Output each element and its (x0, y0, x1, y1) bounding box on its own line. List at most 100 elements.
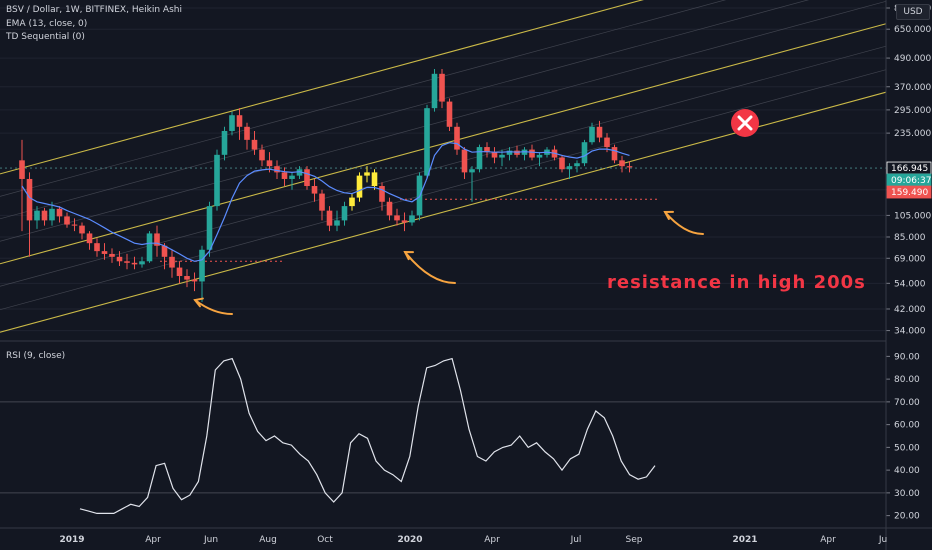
candle-body (19, 160, 25, 179)
price-tick-label: 69.000 (894, 254, 926, 264)
time-tick-label: 2020 (397, 535, 422, 545)
candle-body (304, 169, 310, 187)
ema-legend[interactable]: EMA (13, close, 0) (6, 19, 88, 29)
time-tick-label: Ju (878, 535, 887, 545)
time-tick-label: Sep (626, 535, 643, 545)
candle-body (401, 220, 408, 223)
candle-body (446, 101, 453, 127)
candle-body (139, 261, 145, 265)
rsi-axis[interactable]: 20.00 30.00 40.00 50.00 60.00 70.00 80.00 90.00 (886, 352, 920, 522)
rsi-tick-label: 50.00 (894, 443, 920, 453)
candle-body (79, 225, 85, 234)
price-tick-label: 85.000 (894, 233, 926, 243)
candle-body (289, 175, 295, 179)
price-tick-label: 105.000 (894, 211, 931, 221)
candle-body (371, 172, 378, 187)
candle-body (394, 215, 400, 221)
rsi-tick-label: 40.00 (894, 466, 920, 476)
rsi-grid (0, 401, 886, 494)
candle-body (49, 208, 55, 221)
candle-body (454, 126, 460, 150)
candle-body (154, 233, 160, 246)
candle-body (364, 172, 370, 176)
time-axis[interactable]: 2019 Apr Jun Aug Oct 2020 Apr Jul Sep 2021 Apr Ju (59, 535, 887, 545)
candle-body (94, 243, 100, 252)
candle-body (101, 251, 108, 254)
time-tick-label: Jun (203, 535, 218, 545)
candle-body (604, 137, 610, 148)
candle-body (529, 149, 535, 158)
price-tick-label: 295.000 (894, 106, 931, 116)
candle-body (64, 216, 70, 225)
close-x-icon[interactable] (731, 109, 759, 137)
arrow-shaft (664, 211, 704, 235)
candle-body (86, 233, 93, 244)
channel-line (0, 0, 887, 242)
rsi-tick-label: 20.00 (894, 512, 920, 522)
td-legend[interactable]: TD Sequential (0) (6, 32, 85, 42)
channel-line (0, 69, 887, 311)
candle-body (424, 108, 430, 176)
candle-body (626, 166, 633, 168)
candle-body (169, 256, 175, 268)
candle-body (379, 186, 385, 202)
price-tick-label: 54.000 (894, 279, 926, 289)
annotation-arrows (193, 210, 704, 315)
candle-body (341, 206, 348, 221)
rsi-tick-label: 80.00 (894, 375, 920, 385)
price-tick-label: 235.000 (894, 129, 931, 139)
price-tick-label: 370.000 (894, 83, 931, 93)
candle-body (491, 152, 498, 158)
arrow-shaft (404, 251, 456, 284)
candle-body (266, 160, 273, 167)
ema-line (21, 142, 630, 262)
candle-body (574, 163, 580, 167)
rsi-tick-label: 70.00 (894, 398, 920, 408)
candle-body (244, 126, 250, 140)
candle-body (71, 224, 78, 226)
price-tick-label: 42.000 (894, 305, 926, 315)
channel-line-main (0, 23, 887, 265)
symbol-legend[interactable]: BSV / Dollar, 1W, BITFINEX, Heikin Ashi (6, 5, 182, 15)
candle-body (259, 149, 265, 161)
candle-body (559, 157, 565, 170)
candle-body (581, 142, 588, 164)
candle-body (191, 279, 198, 282)
candle-body (26, 178, 33, 221)
candle-body (131, 262, 138, 265)
annotation-text[interactable]: resistance in high 200s (607, 272, 866, 293)
rsi-tick-label: 30.00 (894, 489, 920, 499)
candle-body (386, 201, 393, 216)
candle-body (274, 166, 280, 173)
candle-body (461, 149, 468, 173)
arrow-head (403, 250, 414, 261)
candle-body (319, 193, 325, 211)
candle-body (499, 154, 505, 158)
currency-badge[interactable]: USD (896, 4, 930, 20)
channel-line-main (0, 0, 644, 175)
time-tick-label: Oct (317, 535, 333, 545)
arrow-shaft (194, 299, 233, 315)
price-badge-label: 09:06:37 (891, 176, 931, 186)
time-tick-label: 2019 (59, 535, 84, 545)
rsi-tick-label: 60.00 (894, 421, 920, 431)
time-tick-label: 2021 (732, 535, 757, 545)
candle-body (221, 130, 228, 155)
candle-body (611, 147, 618, 161)
candle-body (536, 154, 543, 158)
candle-body (34, 210, 40, 221)
candle-body (439, 73, 445, 102)
candle-body (199, 249, 205, 282)
arrow-head (193, 297, 204, 308)
candle-body (619, 160, 625, 167)
price-tick-label: 650.000 (894, 25, 931, 35)
candle-body (116, 256, 123, 262)
candle-body (124, 261, 130, 263)
candle-body (589, 126, 595, 143)
candle-body (229, 115, 235, 131)
candle-body (146, 233, 153, 262)
time-tick-label: Apr (820, 535, 836, 545)
candle-body (356, 175, 363, 198)
rsi-legend[interactable]: RSI (9, close) (6, 351, 66, 361)
